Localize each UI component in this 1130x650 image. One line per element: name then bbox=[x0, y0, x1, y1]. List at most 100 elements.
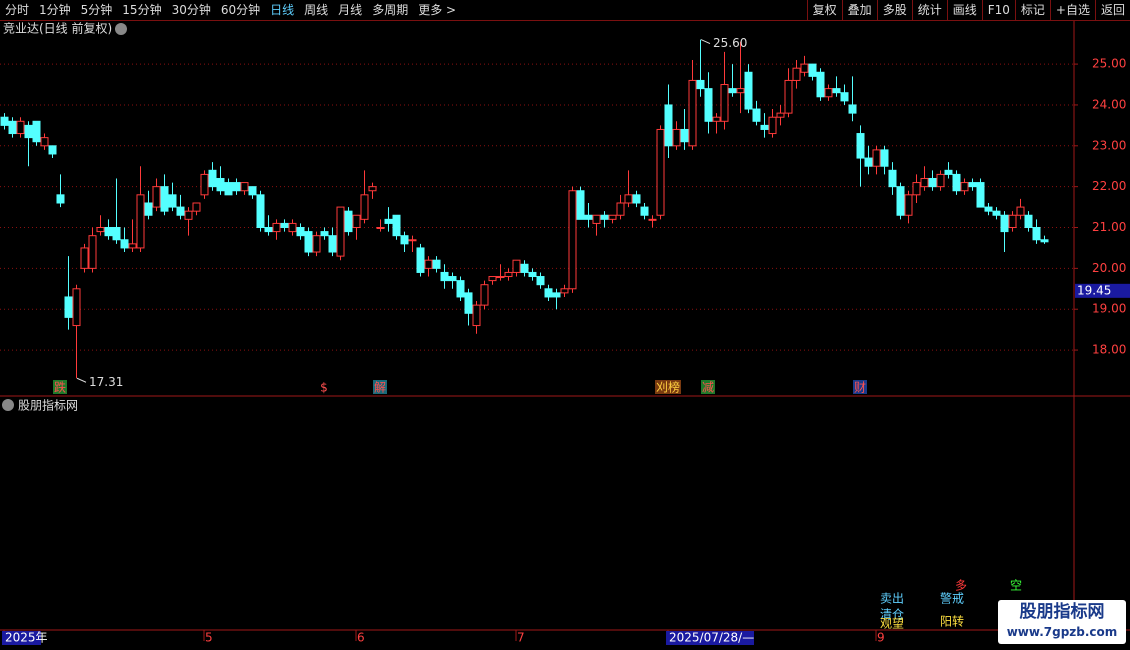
candle-body bbox=[592, 214, 601, 224]
candle-body bbox=[160, 186, 169, 212]
x-tick-label: 9 bbox=[877, 631, 885, 645]
candle-body bbox=[736, 88, 745, 94]
x-tick-label: 2025/07/28/— bbox=[669, 631, 754, 645]
candle-body bbox=[16, 120, 25, 135]
candle-body bbox=[744, 71, 753, 110]
period-tab[interactable]: 1分钟 bbox=[39, 3, 71, 17]
period-tab[interactable]: 30分钟 bbox=[171, 3, 211, 17]
candle-body bbox=[688, 79, 697, 147]
period-tab[interactable]: 日线 bbox=[270, 3, 295, 17]
signal-label: 财 bbox=[854, 381, 866, 395]
period-tab[interactable]: 分时 bbox=[5, 3, 30, 17]
period-tab[interactable]: 15分钟 bbox=[122, 3, 162, 17]
candle-body bbox=[216, 177, 225, 192]
indicator-legend: 清仓 bbox=[880, 608, 904, 622]
signal-box bbox=[53, 380, 67, 394]
candle-body bbox=[920, 177, 929, 188]
candle-body bbox=[408, 239, 417, 242]
x-tick-label: 2025年 bbox=[5, 631, 48, 645]
candle-body bbox=[472, 304, 481, 327]
period-tab[interactable]: 5分钟 bbox=[80, 3, 113, 17]
y-tick-label: 22.00 bbox=[1092, 179, 1126, 193]
candle-body bbox=[1032, 227, 1041, 241]
candle-body bbox=[904, 194, 913, 216]
candle-body bbox=[640, 206, 649, 216]
action-tab[interactable]: F10 bbox=[981, 0, 1015, 20]
action-tab[interactable]: 标记 bbox=[1014, 0, 1050, 20]
toolbar: 分时 1分钟 5分钟 15分钟 30分钟 60分钟 日线 周线 月线 多周期 更多 > 复权 叠加 多股… bbox=[0, 0, 1130, 21]
candle-body bbox=[784, 79, 793, 114]
cursor-price-label: 19.45 bbox=[1077, 283, 1111, 297]
indicator-legend: 卖出 bbox=[880, 592, 904, 606]
candle-body bbox=[672, 128, 681, 147]
candle-body bbox=[360, 194, 369, 220]
period-tab[interactable]: 月线 bbox=[338, 3, 363, 17]
candle-body bbox=[464, 292, 473, 314]
action-tab[interactable]: 叠加 bbox=[841, 0, 877, 20]
signal-box bbox=[701, 380, 715, 394]
candle-body bbox=[232, 182, 241, 192]
high-label: 25.60 bbox=[713, 36, 747, 50]
period-tab[interactable]: 多周期 bbox=[372, 3, 409, 17]
candle-body bbox=[1008, 214, 1017, 229]
period-tab[interactable]: 周线 bbox=[304, 3, 329, 17]
indicator-legend: 观望 bbox=[880, 617, 904, 631]
candle-body bbox=[80, 247, 89, 269]
candle-body bbox=[264, 227, 273, 233]
candle-body bbox=[40, 137, 49, 147]
watermark: 股朋指标网 www.7gpzb.com bbox=[998, 600, 1126, 644]
y-tick-label: 21.00 bbox=[1092, 220, 1126, 234]
candle-body bbox=[432, 259, 441, 269]
candle-body bbox=[656, 128, 665, 216]
candle-body bbox=[368, 186, 377, 192]
candle-body bbox=[560, 288, 569, 294]
candle-body bbox=[992, 210, 1001, 216]
candle-body bbox=[120, 239, 129, 249]
action-tab[interactable]: 画线 bbox=[946, 0, 982, 20]
candle-body bbox=[272, 222, 281, 233]
action-tab[interactable]: 统计 bbox=[911, 0, 947, 20]
candle-body bbox=[936, 173, 945, 188]
candle-body bbox=[720, 84, 729, 122]
candle-body bbox=[728, 88, 737, 94]
candle-body bbox=[168, 194, 177, 208]
candle-body bbox=[608, 214, 617, 220]
candle-body bbox=[424, 259, 433, 269]
candle-body bbox=[616, 202, 625, 216]
watermark-url: www.7gpzb.com bbox=[1006, 625, 1118, 639]
y-tick-label: 18.00 bbox=[1092, 343, 1126, 357]
y-tick-label: 23.00 bbox=[1092, 138, 1126, 152]
low-pointer bbox=[76, 377, 87, 383]
candle-body bbox=[496, 276, 505, 279]
period-tab[interactable]: 更多 > bbox=[418, 3, 457, 17]
candle-body bbox=[416, 247, 425, 273]
candle-body bbox=[56, 194, 65, 204]
signal-box bbox=[853, 380, 867, 394]
candle-body bbox=[768, 116, 777, 135]
title-menu bbox=[115, 23, 127, 35]
candle-body bbox=[96, 227, 105, 233]
candle-body bbox=[320, 231, 329, 237]
candle-body bbox=[328, 235, 337, 253]
candle-body bbox=[8, 120, 17, 135]
candle-body bbox=[456, 280, 465, 298]
action-tab[interactable]: 多股 bbox=[876, 0, 912, 20]
action-tab[interactable]: +自选 bbox=[1049, 0, 1095, 20]
candle-body bbox=[912, 182, 921, 196]
cursor-price-box bbox=[1075, 283, 1130, 298]
indicator-menu bbox=[2, 399, 14, 411]
candle-body bbox=[32, 120, 41, 143]
candle-body bbox=[224, 182, 233, 196]
candle-body bbox=[440, 271, 449, 282]
candle-body bbox=[960, 182, 969, 192]
candle-body bbox=[696, 79, 705, 90]
action-tab[interactable]: 返回 bbox=[1094, 0, 1130, 20]
action-tab[interactable]: 复权 bbox=[806, 0, 842, 20]
period-tabs: 分时 1分钟 5分钟 15分钟 30分钟 60分钟 日线 周线 月线 多周期 更多 > bbox=[0, 0, 461, 20]
candle-body bbox=[336, 206, 345, 257]
candle-body bbox=[760, 124, 769, 130]
candle-body bbox=[552, 292, 561, 298]
period-tab[interactable]: 60分钟 bbox=[220, 3, 261, 17]
signal-box bbox=[317, 380, 331, 394]
candle-body bbox=[64, 296, 73, 318]
